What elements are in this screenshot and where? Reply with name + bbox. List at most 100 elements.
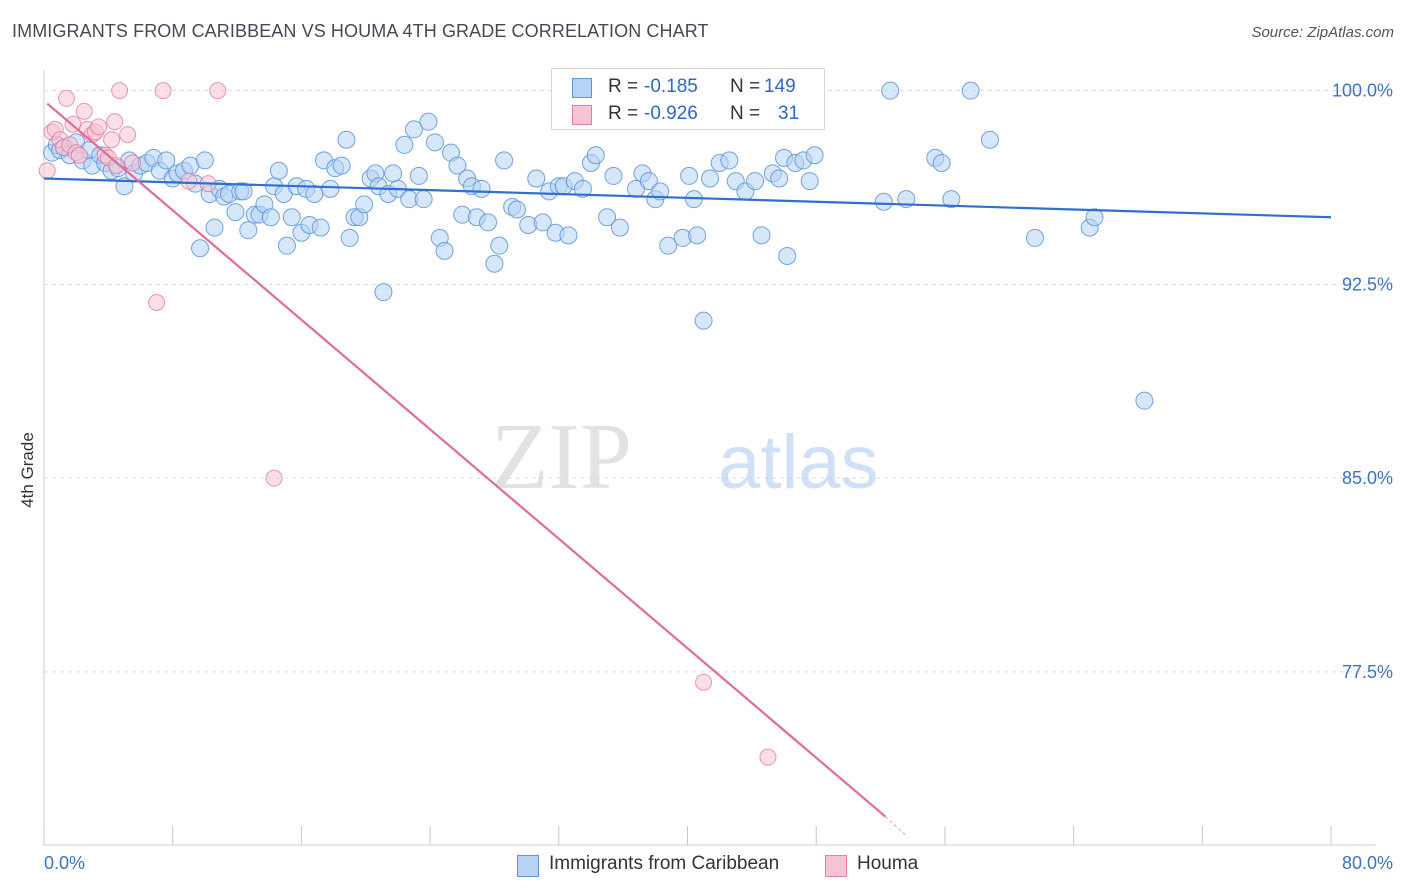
data-point-caribbean: [305, 185, 324, 203]
data-point-caribbean: [881, 81, 900, 100]
data-point-houma: [695, 673, 713, 691]
y-tick-label: 77.5%: [1342, 662, 1393, 682]
legend-swatch-pink: [572, 105, 592, 125]
correlation-legend: R = -0.185 N = 149 R = -0.926 N = 31: [551, 68, 825, 130]
data-point-caribbean: [1085, 208, 1104, 227]
legend-n-value: 31: [778, 103, 800, 124]
data-point-houma: [148, 294, 166, 311]
data-point-caribbean: [282, 208, 301, 227]
legend-r-label: R =: [608, 103, 639, 124]
trend-lines: [43, 102, 1332, 838]
data-point-caribbean: [321, 179, 340, 198]
data-point-caribbean: [874, 192, 893, 211]
data-point-caribbean: [261, 208, 280, 227]
data-point-caribbean: [490, 236, 509, 255]
data-point-caribbean: [374, 283, 393, 302]
data-point-houma: [58, 89, 76, 107]
legend-r-value: -0.926: [644, 103, 698, 124]
data-point-caribbean: [340, 228, 359, 247]
bottom-legend-label-caribbean: Immigrants from Caribbean: [549, 853, 780, 874]
data-point-caribbean: [659, 236, 678, 255]
data-point-caribbean: [680, 166, 699, 185]
data-point-houma: [119, 126, 137, 144]
data-point-caribbean: [805, 146, 824, 165]
data-point-caribbean: [311, 218, 330, 237]
data-point-caribbean: [527, 169, 546, 188]
data-point-caribbean: [495, 151, 514, 170]
tick-labels: 77.5% 85.0% 92.5% 100.0% 0.0% 80.0%: [44, 81, 1393, 873]
data-point-houma: [265, 469, 283, 487]
data-point-caribbean: [610, 218, 629, 237]
data-point-caribbean: [961, 81, 980, 100]
bottom-legend-swatch-blue: [517, 855, 539, 877]
data-point-caribbean: [414, 190, 433, 209]
chart-title: IMMIGRANTS FROM CARIBBEAN VS HOUMA 4TH G…: [12, 21, 709, 41]
data-point-houma: [209, 82, 227, 100]
data-point-caribbean: [409, 166, 428, 185]
data-point-caribbean: [157, 151, 176, 170]
chart-source: Source: ZipAtlas.com: [1251, 24, 1394, 41]
data-point-houma: [38, 162, 56, 180]
data-point-caribbean: [639, 172, 658, 191]
data-point-caribbean: [277, 236, 296, 255]
series-houma: [38, 82, 777, 766]
data-point-caribbean: [770, 169, 789, 188]
bottom-legend-label-houma: Houma: [857, 853, 919, 874]
data-point-caribbean: [533, 213, 552, 232]
data-point-caribbean: [752, 226, 771, 245]
y-tick-label: 100.0%: [1332, 81, 1393, 101]
data-point-houma: [180, 172, 198, 190]
legend-n-label: N =: [730, 76, 761, 97]
trend-line-caribbean: [43, 177, 1332, 219]
data-point-caribbean: [435, 241, 454, 260]
series-immigrants-from-caribbean: [43, 81, 1154, 410]
trend-line-houma: [46, 102, 887, 818]
data-point-caribbean: [337, 130, 356, 149]
bottom-legend-swatch-pink: [825, 855, 847, 877]
data-point-houma: [90, 118, 108, 136]
watermark-atlas: atlas: [718, 420, 879, 505]
watermark-zip: ZIP: [491, 405, 632, 509]
data-point-caribbean: [746, 172, 765, 191]
data-point-caribbean: [479, 213, 498, 232]
data-point-houma: [70, 146, 88, 164]
data-point-caribbean: [332, 156, 351, 175]
data-point-caribbean: [559, 226, 578, 245]
data-point-houma: [154, 82, 172, 100]
data-point-caribbean: [688, 226, 707, 245]
data-point-houma: [75, 102, 93, 120]
data-point-caribbean: [226, 203, 245, 222]
y-tick-label: 85.0%: [1342, 468, 1393, 488]
data-point-caribbean: [1135, 391, 1154, 410]
data-point-caribbean: [195, 151, 214, 170]
data-point-caribbean: [720, 151, 739, 170]
legend-n-label: N =: [730, 103, 761, 124]
data-point-caribbean: [932, 154, 951, 172]
legend-r-value: -0.185: [644, 76, 698, 97]
data-point-caribbean: [604, 166, 623, 185]
x-tick-label: 0.0%: [44, 853, 85, 873]
data-point-caribbean: [239, 221, 258, 240]
data-point-caribbean: [448, 156, 467, 175]
data-point-caribbean: [694, 311, 713, 330]
data-point-caribbean: [405, 120, 424, 139]
data-point-caribbean: [651, 182, 670, 201]
data-point-caribbean: [419, 112, 438, 131]
data-point-houma: [107, 157, 125, 175]
legend-r-label: R =: [608, 76, 639, 97]
data-point-caribbean: [234, 182, 253, 201]
data-point-houma: [759, 748, 777, 766]
data-point-caribbean: [191, 239, 210, 258]
data-point-caribbean: [395, 135, 414, 154]
data-point-caribbean: [573, 179, 592, 198]
axes: [43, 70, 1376, 846]
data-point-caribbean: [205, 218, 224, 237]
data-point-caribbean: [778, 247, 797, 265]
data-point-caribbean: [355, 195, 374, 214]
watermark: ZIP atlas: [491, 405, 879, 509]
legend-n-value: 149: [764, 76, 796, 97]
data-point-houma: [111, 82, 129, 100]
data-point-caribbean: [384, 164, 403, 183]
data-point-caribbean: [269, 161, 288, 180]
